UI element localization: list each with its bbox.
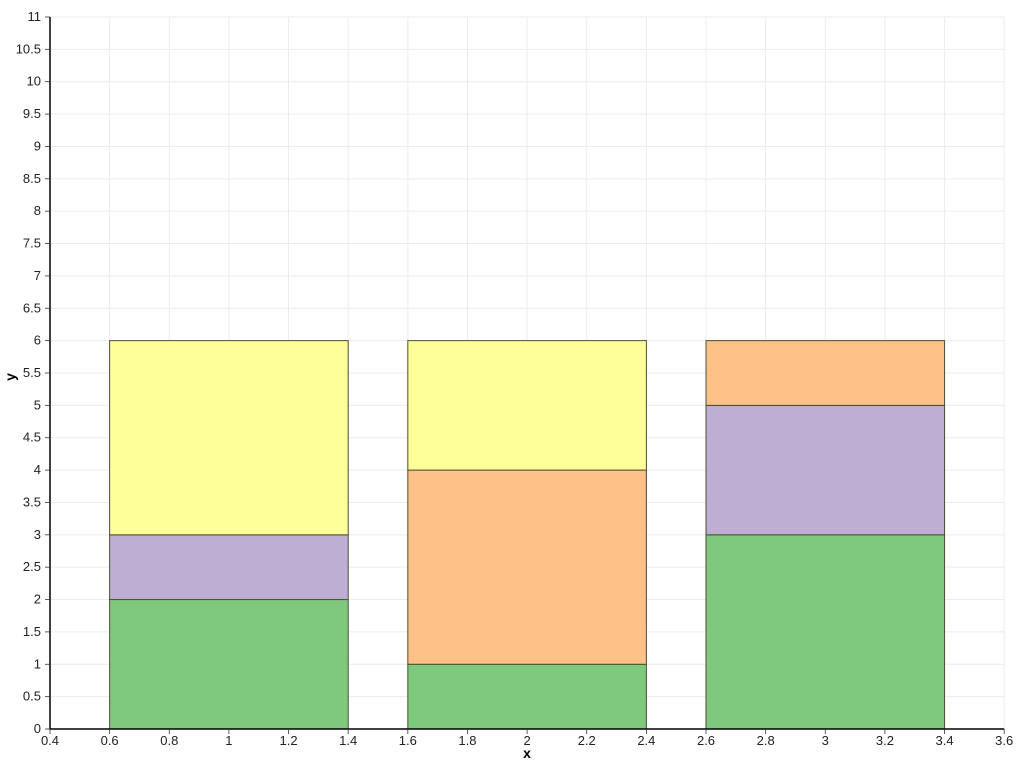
svg-text:11: 11 bbox=[28, 9, 42, 24]
svg-text:4.5: 4.5 bbox=[23, 430, 41, 445]
svg-text:1.5: 1.5 bbox=[23, 624, 41, 639]
svg-text:0.5: 0.5 bbox=[23, 689, 41, 704]
svg-text:9.5: 9.5 bbox=[23, 106, 41, 121]
svg-text:1.2: 1.2 bbox=[280, 733, 298, 748]
svg-text:2.6: 2.6 bbox=[697, 733, 715, 748]
svg-text:0.6: 0.6 bbox=[101, 733, 119, 748]
svg-text:10.5: 10.5 bbox=[16, 41, 41, 56]
svg-text:6: 6 bbox=[34, 333, 41, 348]
svg-text:7.5: 7.5 bbox=[23, 236, 41, 251]
svg-text:2.4: 2.4 bbox=[637, 733, 655, 748]
svg-text:3.2: 3.2 bbox=[876, 733, 894, 748]
svg-text:2.2: 2.2 bbox=[578, 733, 596, 748]
svg-text:8.5: 8.5 bbox=[23, 171, 41, 186]
svg-text:1.4: 1.4 bbox=[339, 733, 357, 748]
svg-text:y: y bbox=[2, 373, 18, 381]
svg-text:9: 9 bbox=[34, 138, 41, 153]
svg-text:2.5: 2.5 bbox=[23, 559, 41, 574]
svg-text:0.8: 0.8 bbox=[160, 733, 178, 748]
svg-text:3.6: 3.6 bbox=[995, 733, 1013, 748]
svg-text:x: x bbox=[523, 745, 531, 761]
svg-text:5.5: 5.5 bbox=[23, 365, 41, 380]
svg-text:5: 5 bbox=[34, 397, 41, 412]
svg-text:8: 8 bbox=[34, 203, 41, 218]
svg-text:2.8: 2.8 bbox=[757, 733, 775, 748]
svg-text:1: 1 bbox=[34, 656, 41, 671]
svg-text:0.4: 0.4 bbox=[41, 733, 59, 748]
svg-text:3.4: 3.4 bbox=[936, 733, 954, 748]
svg-text:4: 4 bbox=[34, 462, 41, 477]
svg-text:6.5: 6.5 bbox=[23, 300, 41, 315]
svg-text:3: 3 bbox=[34, 527, 41, 542]
svg-text:1.8: 1.8 bbox=[458, 733, 476, 748]
svg-text:3.5: 3.5 bbox=[23, 494, 41, 509]
svg-text:1: 1 bbox=[225, 733, 232, 748]
svg-text:7: 7 bbox=[34, 268, 41, 283]
svg-text:0: 0 bbox=[34, 721, 41, 736]
svg-text:3: 3 bbox=[822, 733, 829, 748]
svg-text:2: 2 bbox=[34, 592, 41, 607]
svg-text:1.6: 1.6 bbox=[399, 733, 417, 748]
svg-text:10: 10 bbox=[27, 74, 41, 89]
